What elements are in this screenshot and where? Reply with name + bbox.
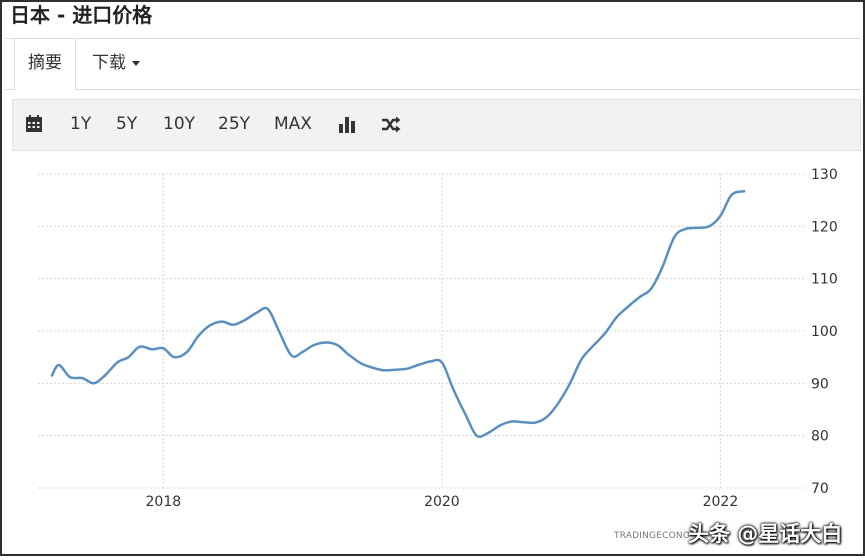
y-tick-label: 80	[811, 429, 829, 445]
range-10y-button[interactable]: 10Y	[163, 114, 196, 134]
x-tick-label: 2018	[146, 494, 182, 510]
tab-summary[interactable]: 摘要	[14, 39, 76, 90]
line-chart: 130 120 110 100 90 80 70 2018 2020 2022	[38, 167, 838, 510]
range-max-button[interactable]: MAX	[274, 114, 312, 134]
chart-grid	[38, 173, 804, 489]
y-tick-label: 130	[811, 167, 838, 183]
range-25y-button[interactable]: 25Y	[218, 114, 251, 134]
tab-download[interactable]: 下载	[92, 39, 140, 89]
tab-bar: 摘要 下载	[4, 38, 861, 90]
shuffle-icon[interactable]	[381, 116, 401, 137]
x-axis-ticks: 2018 2020 2022	[146, 494, 739, 510]
watermark: 头条 @星话大白	[688, 522, 843, 546]
x-tick-label: 2022	[703, 494, 739, 510]
chart-toolbar: 1Y 5Y 10Y 25Y MAX	[12, 99, 861, 151]
caret-down-icon	[132, 60, 140, 66]
source-credit: TRADINGECONO	[614, 531, 691, 541]
y-tick-label: 90	[811, 376, 829, 392]
y-tick-label: 70	[811, 481, 829, 497]
y-axis-ticks: 130 120 110 100 90 80 70	[811, 167, 838, 497]
range-5y-button[interactable]: 5Y	[116, 114, 138, 134]
calendar-icon[interactable]	[25, 115, 43, 137]
y-tick-label: 120	[811, 219, 838, 235]
x-tick-label: 2020	[424, 494, 460, 510]
bar-chart-icon[interactable]	[338, 116, 356, 137]
series-line	[50, 190, 746, 439]
y-tick-label: 100	[811, 324, 838, 340]
page-title: 日本 - 进口价格	[10, 3, 153, 27]
tab-download-label: 下载	[92, 53, 126, 73]
y-tick-label: 110	[811, 272, 838, 288]
range-1y-button[interactable]: 1Y	[70, 114, 92, 134]
